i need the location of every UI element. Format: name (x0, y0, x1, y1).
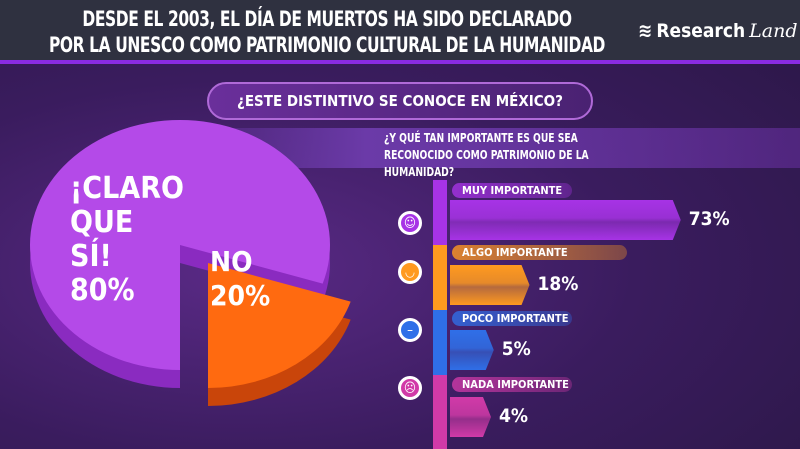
bar-question: ¿Y QUÉ TAN IMPORTANTE ES QUE SEA RECONOC… (384, 131, 589, 179)
pie-label-yes: ¡CLARO QUE SÍ! 80% (70, 171, 184, 308)
category-strip (433, 245, 447, 310)
logo-waves-icon: ≋ (638, 20, 653, 42)
bar (450, 265, 530, 305)
category-strip (433, 180, 447, 245)
logo-text: Research (656, 20, 746, 42)
very-happy-face-icon: ☺ (398, 211, 422, 235)
bar-label: MUY IMPORTANTE (452, 183, 572, 198)
page-title: DESDE EL 2003, EL DÍA DE MUERTOS HA SIDO… (40, 6, 614, 58)
title-line-1: DESDE EL 2003, EL DÍA DE MUERTOS HA SIDO… (82, 7, 572, 31)
logo-script: Land (749, 20, 798, 42)
bar-value-label: 4% (499, 405, 529, 427)
researchland-logo: ≋ Research Land (638, 20, 798, 42)
title-line-2: POR LA UNESCO COMO PATRIMONIO CULTURAL D… (48, 33, 606, 57)
bar-value-label: 18% (537, 273, 579, 295)
neutral-face-icon: – (398, 318, 422, 342)
bar-label: ALGO IMPORTANTE (452, 245, 627, 260)
category-strip (433, 375, 447, 449)
bar (450, 330, 494, 370)
bar-value-label: 5% (501, 338, 531, 360)
header: DESDE EL 2003, EL DÍA DE MUERTOS HA SIDO… (0, 0, 800, 64)
bar (450, 397, 491, 437)
pie-slice-0 (30, 120, 330, 370)
bar (450, 200, 681, 240)
bar-label: POCO IMPORTANTE (452, 311, 572, 326)
bar-value-label: 73% (688, 208, 730, 230)
pie-slice-1 (208, 263, 351, 388)
smile-face-icon: ◡ (398, 260, 422, 284)
category-strip (433, 310, 447, 375)
pie-question: ¿ESTE DISTINTIVO SE CONOCE EN MÉXICO? (207, 82, 593, 120)
pie-label-no: NO 20% (210, 245, 271, 312)
bar-label: NADA IMPORTANTE (452, 377, 572, 392)
sad-face-icon: ☹ (398, 376, 422, 400)
